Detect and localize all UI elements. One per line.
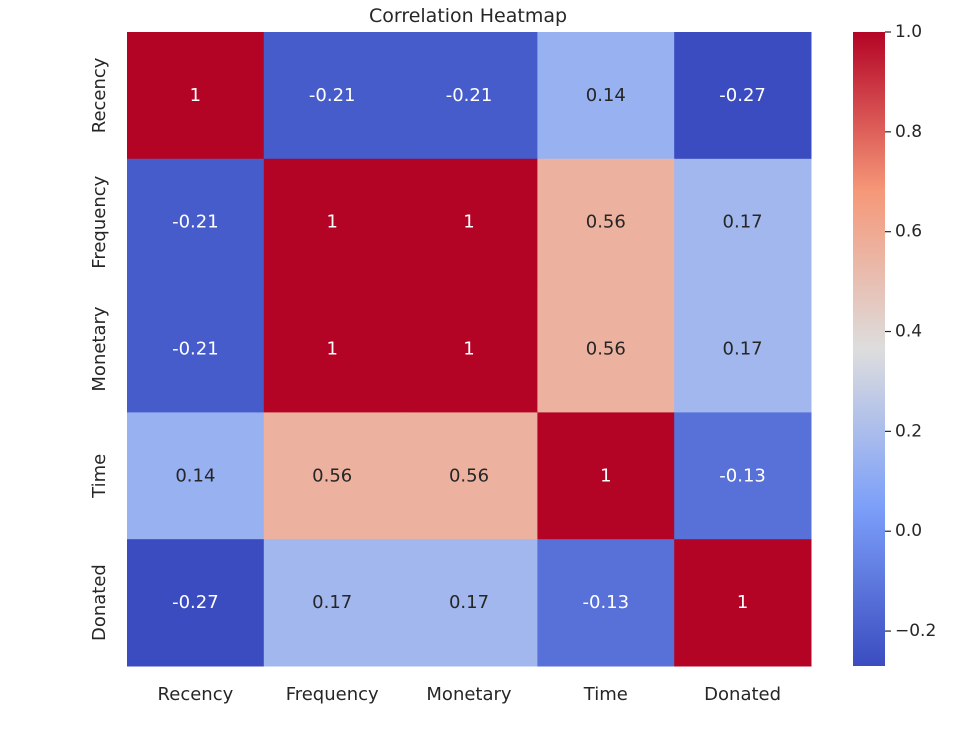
cell-value-label: 0.17 [723,212,763,233]
heatmap-cell [400,539,538,667]
y-tick-label: Time [89,454,110,499]
heatmap-cell [263,412,402,540]
heatmap-cell [537,412,675,540]
cell-value-label: 0.17 [723,339,763,360]
colorbar-tick-label: 0.8 [895,122,922,142]
x-tick-label: Recency [158,684,234,705]
heatmap-cell [537,539,675,667]
cell-value-label: -0.27 [172,592,219,613]
cell-value-label: 1 [600,465,611,486]
heatmap-cell [537,158,675,287]
cell-value-label: 1 [326,212,337,233]
heatmap-cell [400,285,538,413]
y-tick-label: Recency [89,57,110,133]
cell-value-label: -0.21 [172,212,219,233]
y-axis-tick-labels: Recency Frequency Monetary Time Donated [89,57,110,641]
heatmap-cell [537,32,675,160]
cell-value-label: 0.56 [312,465,352,486]
cell-value-label: -0.21 [309,85,356,106]
colorbar-tick-label: −0.2 [895,621,936,641]
cell-value-label: -0.21 [172,339,219,360]
x-tick-label: Donated [704,684,781,705]
heatmap-cell [127,32,265,160]
x-tick-label: Frequency [286,684,379,705]
heatmap-cell [127,412,265,540]
cell-value-label: -0.27 [719,85,766,106]
cell-value-label: -0.21 [446,85,493,106]
heatmap-cell [674,158,812,287]
x-axis-tick-labels: Recency Frequency Monetary Time Donated [158,684,781,705]
colorbar [853,32,885,666]
heatmap-cell [263,32,402,160]
cell-value-label: 0.56 [586,339,626,360]
heatmap-cell [537,285,675,413]
colorbar-tick-label: 1.0 [895,22,922,42]
heatmap-cell [127,539,265,667]
y-tick-label: Donated [89,564,110,641]
colorbar-ticks: −0.2 0.0 0.2 0.4 0.6 0.8 1.0 [885,22,936,641]
heatmap-cell [674,285,812,413]
cell-value-label: 1 [463,212,474,233]
colorbar-tick-label: 0.6 [895,222,922,242]
heatmap-cell [400,32,538,160]
x-tick-label: Time [583,684,628,705]
heatmap-cell [674,539,812,667]
heatmap-cell [400,412,538,540]
cell-value-label: 0.14 [175,465,215,486]
cell-value-label: 0.17 [449,592,489,613]
heatmap-cell [263,539,402,667]
colorbar-tick-label: 0.2 [895,421,922,441]
x-tick-label: Monetary [426,684,512,705]
cell-value-label: -0.13 [719,465,766,486]
heatmap-cells: 1 -0.21 -0.21 0.14 -0.27 -0.21 1 1 0.56 0.17 -0.21… [127,32,812,667]
heatmap-cell [127,158,265,287]
heatmap-cell [674,412,812,540]
cell-value-label: 0.56 [449,465,489,486]
heatmap-cell [263,285,402,413]
heatmap-cell [674,32,812,160]
heatmap-cell [263,158,402,287]
cell-value-label: 1 [190,85,201,106]
cell-value-label: 0.14 [586,85,626,106]
y-tick-label: Frequency [89,175,110,268]
cell-value-label: 0.17 [312,592,352,613]
colorbar-tick-label: 0.0 [895,521,922,541]
heatmap-cell [127,285,265,413]
colorbar-tick-label: 0.4 [895,322,922,342]
y-tick-label: Monetary [89,306,110,392]
cell-value-label: -0.13 [583,592,630,613]
chart-title: Correlation Heatmap [369,5,567,27]
cell-value-label: 1 [463,339,474,360]
cell-value-label: 0.56 [586,212,626,233]
heatmap-cell [400,158,538,287]
cell-value-label: 1 [737,592,748,613]
cell-value-label: 1 [326,339,337,360]
